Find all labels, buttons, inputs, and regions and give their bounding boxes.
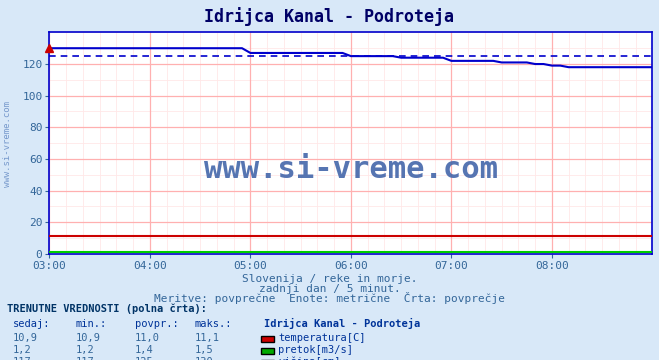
Text: Idrijca Kanal - Podroteja: Idrijca Kanal - Podroteja bbox=[264, 318, 420, 329]
Text: www.si-vreme.com: www.si-vreme.com bbox=[204, 155, 498, 184]
Text: Idrijca Kanal - Podroteja: Idrijca Kanal - Podroteja bbox=[204, 7, 455, 26]
Text: TRENUTNE VREDNOSTI (polna črta):: TRENUTNE VREDNOSTI (polna črta): bbox=[7, 304, 206, 315]
Text: 125: 125 bbox=[135, 357, 154, 360]
Text: višina[cm]: višina[cm] bbox=[278, 357, 341, 360]
Text: Meritve: povprečne  Enote: metrične  Črta: povprečje: Meritve: povprečne Enote: metrične Črta:… bbox=[154, 292, 505, 304]
Text: Slovenija / reke in morje.: Slovenija / reke in morje. bbox=[242, 274, 417, 284]
Text: 11,0: 11,0 bbox=[135, 333, 160, 343]
Text: 11,1: 11,1 bbox=[194, 333, 219, 343]
Text: 1,5: 1,5 bbox=[194, 345, 213, 355]
Text: 1,4: 1,4 bbox=[135, 345, 154, 355]
Text: zadnji dan / 5 minut.: zadnji dan / 5 minut. bbox=[258, 284, 401, 294]
Text: min.:: min.: bbox=[76, 319, 107, 329]
Text: 1,2: 1,2 bbox=[13, 345, 32, 355]
Text: 130: 130 bbox=[194, 357, 213, 360]
Text: maks.:: maks.: bbox=[194, 319, 232, 329]
Text: povpr.:: povpr.: bbox=[135, 319, 179, 329]
Text: pretok[m3/s]: pretok[m3/s] bbox=[278, 345, 353, 355]
Text: 10,9: 10,9 bbox=[13, 333, 38, 343]
Text: 1,2: 1,2 bbox=[76, 345, 94, 355]
Text: 117: 117 bbox=[76, 357, 94, 360]
Text: www.si-vreme.com: www.si-vreme.com bbox=[3, 101, 13, 187]
Text: 10,9: 10,9 bbox=[76, 333, 101, 343]
Text: temperatura[C]: temperatura[C] bbox=[278, 333, 366, 343]
Text: 117: 117 bbox=[13, 357, 32, 360]
Text: sedaj:: sedaj: bbox=[13, 319, 51, 329]
